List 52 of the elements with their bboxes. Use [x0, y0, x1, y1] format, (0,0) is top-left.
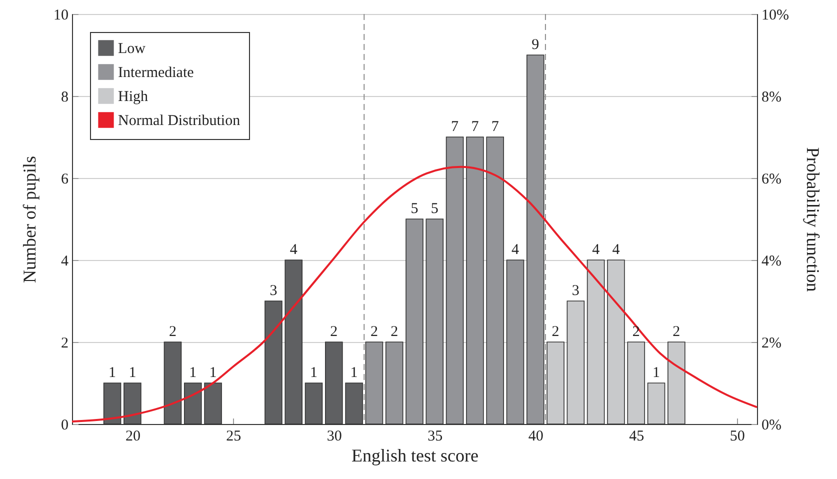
data-label: 7 — [491, 119, 500, 135]
data-label: 2 — [330, 324, 338, 340]
y2-tick-label: 6% — [762, 172, 782, 188]
x-tick-label: 30 — [326, 428, 342, 444]
data-label: 7 — [451, 119, 460, 135]
y2-tick-label: 2% — [762, 336, 782, 352]
y-axis-title: Number of pupils — [20, 156, 40, 283]
data-label: 1 — [652, 365, 660, 381]
data-label: 2 — [390, 324, 398, 340]
y2-tick-label: 0% — [762, 418, 782, 434]
legend-label: High — [118, 89, 148, 105]
y-tick-label: 2 — [61, 336, 68, 352]
data-label: 2 — [168, 324, 176, 340]
y-tick-label: 4 — [61, 254, 69, 270]
y2-tick-label: 8% — [762, 90, 782, 106]
x-tick-label: 50 — [730, 428, 745, 444]
data-label: 9 — [532, 37, 540, 53]
data-label: 4 — [511, 242, 520, 258]
y2-tick-label: 4% — [762, 254, 782, 270]
x-tick-label: 45 — [629, 428, 644, 444]
data-label: 5 — [430, 201, 438, 217]
data-label: 2 — [632, 324, 640, 340]
x-tick-label: 40 — [528, 428, 544, 444]
data-label: 7 — [471, 119, 480, 135]
data-label: 1 — [108, 365, 116, 381]
x-tick-label: 25 — [226, 428, 242, 444]
data-label: 1 — [189, 365, 197, 381]
data-label: 1 — [209, 365, 217, 381]
legend-label: Low — [118, 41, 146, 57]
data-label: 2 — [672, 324, 680, 340]
data-label: 4 — [592, 242, 600, 258]
x-axis-title: English test score — [352, 446, 478, 466]
x-tick-label: 35 — [428, 428, 443, 444]
y-tick-label: 6 — [61, 172, 69, 188]
legend-label: Intermediate — [118, 65, 194, 81]
data-label: 2 — [552, 324, 560, 340]
data-label: 4 — [290, 242, 298, 258]
y-tick-label: 0 — [61, 418, 68, 434]
x-tick-label: 20 — [125, 428, 140, 444]
data-label: 3 — [572, 283, 580, 299]
data-label: 1 — [350, 365, 358, 381]
data-label: 5 — [410, 201, 418, 217]
data-label: 1 — [128, 365, 136, 381]
data-label: 3 — [270, 283, 278, 299]
y-tick-label: 8 — [61, 90, 68, 106]
y-tick-label: 10 — [54, 8, 68, 24]
data-label: 4 — [612, 242, 620, 258]
y2-axis-title: Probability function — [802, 147, 823, 292]
y2-tick-label: 10% — [762, 8, 789, 24]
legend-label: Normal Distribution — [118, 113, 241, 129]
data-label: 2 — [370, 324, 378, 340]
data-label: 1 — [310, 365, 318, 381]
